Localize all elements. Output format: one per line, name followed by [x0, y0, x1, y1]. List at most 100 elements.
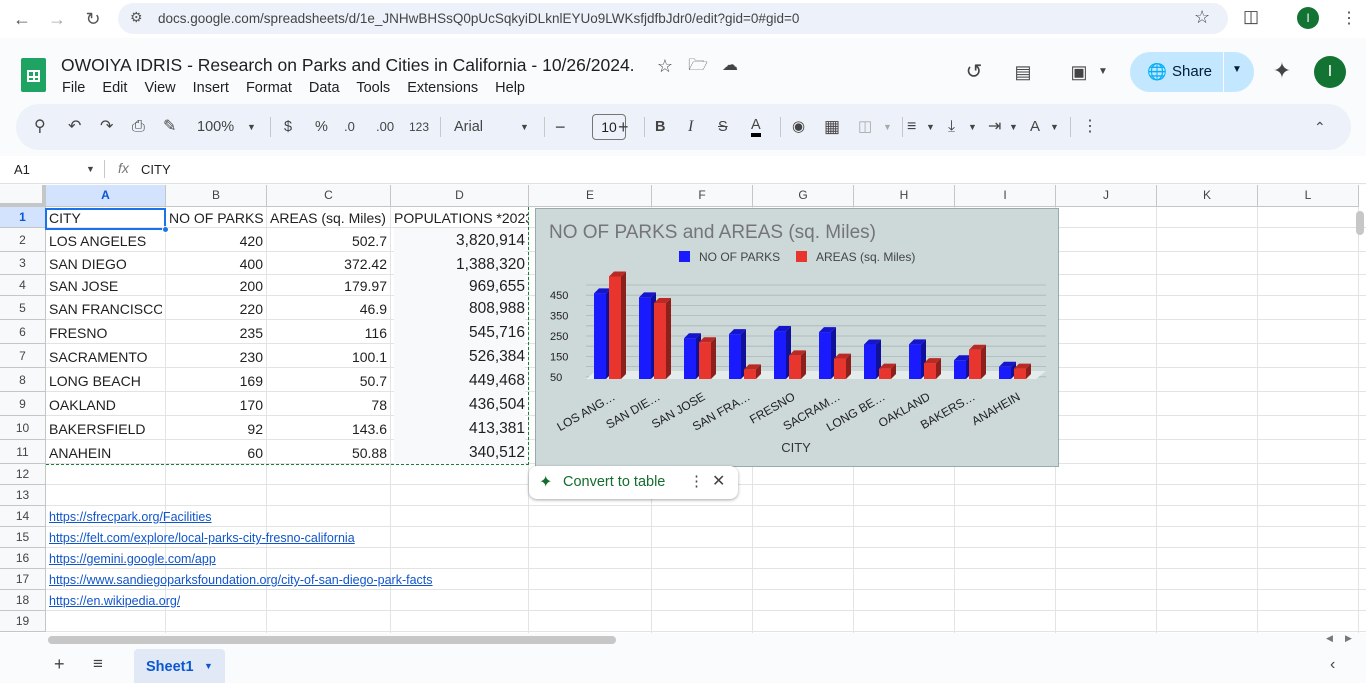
column-header-h[interactable]: H — [854, 185, 955, 207]
row-header-18[interactable]: 18 — [0, 590, 46, 611]
column-header-d[interactable]: D — [391, 185, 529, 207]
merge-dropdown-icon[interactable]: ▼ — [883, 117, 892, 137]
column-header-a[interactable]: A — [46, 185, 166, 207]
borders-icon[interactable]: ▦ — [824, 117, 840, 137]
text-color-button[interactable]: A — [751, 117, 761, 137]
sheet-tab-dropdown-icon[interactable]: ▼ — [204, 661, 213, 671]
row-header-6[interactable]: 6 — [0, 320, 46, 344]
column-header-f[interactable]: F — [652, 185, 753, 207]
sheet-tab-sheet1[interactable]: Sheet1 ▼ — [134, 649, 225, 683]
row-header-10[interactable]: 10 — [0, 416, 46, 440]
share-button[interactable]: 🌐 Share ▼ — [1130, 52, 1254, 92]
collapse-toolbar-icon[interactable]: ⌃ — [1314, 117, 1326, 137]
more-formats-button[interactable]: 123 — [409, 117, 429, 137]
column-header-j[interactable]: J — [1056, 185, 1157, 207]
all-sheets-icon[interactable]: ≡ — [93, 654, 103, 674]
row-header-16[interactable]: 16 — [0, 548, 46, 569]
menu-file[interactable]: File — [62, 80, 85, 96]
cloud-status-icon[interactable]: ☁ — [717, 54, 743, 78]
redo-icon[interactable]: ↷ — [100, 117, 113, 137]
forward-icon[interactable]: → — [44, 6, 70, 32]
menu-view[interactable]: View — [144, 80, 175, 96]
side-panel-toggle-icon[interactable]: ‹ — [1330, 656, 1335, 674]
row-header-4[interactable]: 4 — [0, 275, 46, 296]
row-header-12[interactable]: 12 — [0, 464, 46, 485]
menu-data[interactable]: Data — [309, 80, 340, 96]
italic-button[interactable]: I — [688, 117, 693, 137]
back-icon[interactable]: ← — [9, 6, 35, 32]
column-header-k[interactable]: K — [1157, 185, 1258, 207]
convert-to-table-chip[interactable]: ✦ Convert to table ⋮ ✕ — [529, 466, 738, 499]
address-bar[interactable]: ⚙ docs.google.com/spreadsheets/d/1e_JNHw… — [118, 3, 1228, 34]
row-header-15[interactable]: 15 — [0, 527, 46, 548]
meet-icon[interactable]: ▣ — [1066, 60, 1092, 84]
row-header-14[interactable]: 14 — [0, 506, 46, 527]
star-icon[interactable]: ☆ — [652, 54, 678, 78]
text-rotation-icon[interactable]: A — [1030, 117, 1040, 137]
convert-to-table-button[interactable]: Convert to table — [563, 474, 665, 490]
valign-dropdown-icon[interactable]: ▼ — [968, 117, 977, 137]
column-header-b[interactable]: B — [166, 185, 267, 207]
rotation-dropdown-icon[interactable]: ▼ — [1050, 117, 1059, 137]
menu-tools[interactable]: Tools — [356, 80, 390, 96]
wrap-dropdown-icon[interactable]: ▼ — [1009, 117, 1018, 137]
document-title[interactable]: OWOIYA IDRIS - Research on Parks and Cit… — [61, 55, 635, 76]
decrease-font-size-icon[interactable]: − — [555, 117, 566, 137]
increase-decimal-button[interactable]: .00 — [376, 117, 394, 137]
menu-insert[interactable]: Insert — [193, 80, 229, 96]
undo-icon[interactable]: ↶ — [68, 117, 81, 137]
link-cell-a15[interactable]: https://felt.com/explore/local-parks-cit… — [49, 527, 355, 548]
halign-dropdown-icon[interactable]: ▼ — [926, 117, 935, 137]
column-header-c[interactable]: C — [267, 185, 391, 207]
link-cell-a14[interactable]: https://sfrecpark.org/Facilities — [49, 506, 212, 527]
row-header-5[interactable]: 5 — [0, 296, 46, 320]
more-options-icon[interactable]: ⋮ — [1082, 117, 1098, 137]
vertical-scrollbar-thumb[interactable] — [1356, 211, 1364, 235]
comments-icon[interactable]: ▤ — [1010, 60, 1036, 84]
column-header-i[interactable]: I — [955, 185, 1056, 207]
link-cell-a16[interactable]: https://gemini.google.com/app — [49, 548, 216, 569]
name-box-dropdown-icon[interactable]: ▼ — [86, 164, 95, 174]
add-sheet-icon[interactable]: + — [54, 654, 65, 675]
decrease-decimal-button[interactable]: .0 — [344, 117, 355, 137]
move-folder-icon[interactable]: 🗁 — [685, 54, 711, 78]
row-header-3[interactable]: 3 — [0, 252, 46, 275]
share-dropdown-icon[interactable]: ▼ — [1232, 64, 1242, 75]
column-header-l[interactable]: L — [1258, 185, 1359, 207]
row-header-9[interactable]: 9 — [0, 392, 46, 416]
link-cell-a18[interactable]: https://en.wikipedia.org/ — [49, 590, 180, 611]
horizontal-align-icon[interactable]: ≡ — [907, 117, 916, 137]
menu-extensions[interactable]: Extensions — [407, 80, 478, 96]
increase-font-size-icon[interactable]: + — [618, 117, 629, 137]
browser-menu-icon[interactable]: ⋮ — [1341, 8, 1357, 28]
bold-button[interactable]: B — [655, 117, 665, 137]
font-dropdown-icon[interactable]: ▼ — [520, 117, 529, 137]
embedded-chart[interactable]: NO OF PARKS and AREAS (sq. Miles) NO OF … — [535, 208, 1059, 467]
link-cell-a17[interactable]: https://www.sandiegoparksfoundation.org/… — [49, 569, 433, 590]
font-select[interactable]: Arial — [454, 117, 483, 137]
chip-close-icon[interactable]: ✕ — [712, 471, 725, 491]
chip-more-icon[interactable]: ⋮ — [689, 472, 704, 490]
horizontal-scrollbar-thumb[interactable] — [48, 636, 616, 644]
strikethrough-icon[interactable]: S — [718, 117, 728, 137]
print-icon[interactable]: ⎙ — [132, 117, 145, 137]
bookmark-star-icon[interactable]: ☆ — [1194, 7, 1210, 28]
formula-input[interactable]: CITY — [141, 162, 171, 177]
row-header-2[interactable]: 2 — [0, 228, 46, 252]
format-currency-button[interactable]: $ — [284, 117, 292, 137]
paint-format-icon[interactable]: ✎ — [163, 117, 176, 137]
scroll-left-arrow-icon[interactable]: ◀ — [1326, 633, 1333, 644]
vertical-align-icon[interactable]: ⤓ — [948, 117, 955, 137]
row-header-17[interactable]: 17 — [0, 569, 46, 590]
row-header-11[interactable]: 11 — [0, 440, 46, 464]
text-wrapping-icon[interactable]: ⇥ — [988, 117, 1001, 137]
browser-profile-avatar[interactable]: I — [1297, 7, 1319, 29]
format-percent-button[interactable]: % — [315, 117, 328, 137]
search-menus-icon[interactable]: ⚲ — [34, 117, 46, 137]
zoom-select[interactable]: 100% — [197, 117, 234, 137]
reload-icon[interactable]: ↻ — [80, 6, 106, 32]
row-header-1[interactable]: 1 — [0, 207, 46, 228]
scroll-right-arrow-icon[interactable]: ▶ — [1345, 633, 1352, 644]
row-header-13[interactable]: 13 — [0, 485, 46, 506]
